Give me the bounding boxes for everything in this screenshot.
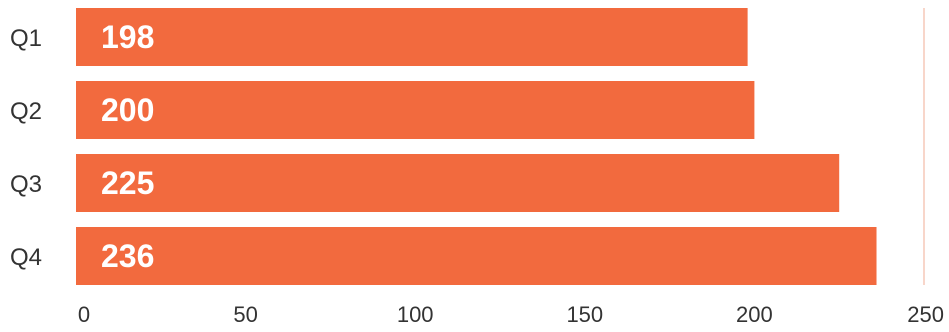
bars [76,8,877,285]
x-axis-ticks: 0 50 100 150 200 250 [78,302,944,327]
bar-q2 [76,81,755,139]
x-tick-label-100: 100 [397,302,434,327]
x-tick-label-250: 250 [907,302,944,327]
category-label-q1: Q1 [10,25,42,52]
value-label-q1: 198 [101,19,154,55]
x-tick-label-150: 150 [566,302,603,327]
value-labels: 198 200 225 236 [101,19,154,274]
x-tick-label-50: 50 [233,302,257,327]
value-label-q4: 236 [101,238,154,274]
category-label-q4: Q4 [10,244,42,271]
bar-q1 [76,8,748,66]
category-label-q3: Q3 [10,171,42,198]
value-label-q3: 225 [101,165,154,201]
category-label-q2: Q2 [10,98,42,125]
x-tick-label-200: 200 [736,302,773,327]
bar-q4 [76,227,877,285]
bar-q3 [76,154,840,212]
category-labels: Q1 Q2 Q3 Q4 [10,25,42,271]
x-tick-label-0: 0 [78,302,90,327]
value-label-q2: 200 [101,92,154,128]
